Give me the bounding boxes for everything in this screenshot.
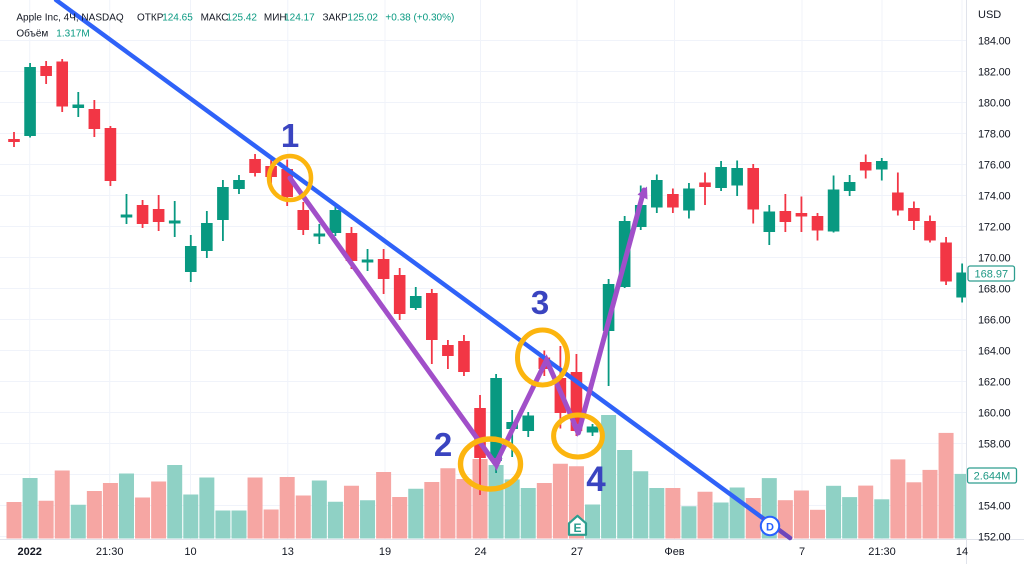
svg-text:E: E (573, 521, 581, 535)
svg-text:ОТКР: ОТКР (137, 12, 164, 23)
svg-text:ЗАКР: ЗАКР (323, 12, 349, 23)
svg-text:+0.38 (+0.30%): +0.38 (+0.30%) (385, 12, 454, 23)
svg-text:184.00: 184.00 (978, 35, 1011, 47)
svg-text:Объём: Объём (16, 27, 48, 39)
svg-text:19: 19 (379, 546, 391, 558)
svg-text:7: 7 (799, 546, 805, 558)
svg-text:170.00: 170.00 (978, 252, 1011, 264)
svg-text:Фев: Фев (664, 546, 684, 558)
svg-text:2.644M: 2.644M (974, 470, 1011, 482)
svg-text:14: 14 (956, 546, 968, 558)
svg-text:168.97: 168.97 (974, 268, 1008, 280)
svg-text:МИН: МИН (264, 12, 287, 23)
svg-text:178.00: 178.00 (978, 128, 1011, 140)
svg-text:21:30: 21:30 (96, 546, 124, 558)
svg-text:21:30: 21:30 (868, 546, 896, 558)
svg-text:168.00: 168.00 (978, 283, 1011, 295)
svg-text:172.00: 172.00 (978, 221, 1011, 233)
svg-text:3: 3 (531, 284, 549, 321)
svg-text:154.00: 154.00 (978, 500, 1011, 512)
svg-text:164.00: 164.00 (978, 345, 1011, 357)
svg-text:13: 13 (282, 546, 294, 558)
svg-text:Apple Inc, 4Ч, NASDAQ: Apple Inc, 4Ч, NASDAQ (16, 12, 123, 23)
svg-text:180.00: 180.00 (978, 97, 1011, 109)
svg-text:176.00: 176.00 (978, 159, 1011, 171)
svg-text:4: 4 (586, 460, 606, 499)
svg-text:152.00: 152.00 (978, 531, 1011, 543)
svg-text:124.65: 124.65 (162, 12, 193, 23)
svg-text:2: 2 (434, 426, 452, 463)
svg-text:174.00: 174.00 (978, 190, 1011, 202)
svg-text:D: D (766, 522, 774, 534)
svg-text:2022: 2022 (17, 546, 41, 558)
svg-text:124.17: 124.17 (284, 12, 315, 23)
svg-text:160.00: 160.00 (978, 407, 1011, 419)
svg-text:27: 27 (571, 546, 583, 558)
svg-text:125.02: 125.02 (347, 12, 378, 23)
svg-text:USD: USD (978, 9, 1001, 21)
svg-text:166.00: 166.00 (978, 314, 1011, 326)
svg-text:1: 1 (281, 117, 299, 154)
svg-text:МАКС: МАКС (201, 12, 229, 23)
svg-text:162.00: 162.00 (978, 376, 1011, 388)
svg-text:10: 10 (184, 546, 196, 558)
svg-text:24: 24 (474, 546, 486, 558)
svg-text:158.00: 158.00 (978, 438, 1011, 450)
svg-text:182.00: 182.00 (978, 66, 1011, 78)
svg-text:1.317M: 1.317M (56, 28, 89, 39)
svg-text:125.42: 125.42 (226, 12, 257, 23)
